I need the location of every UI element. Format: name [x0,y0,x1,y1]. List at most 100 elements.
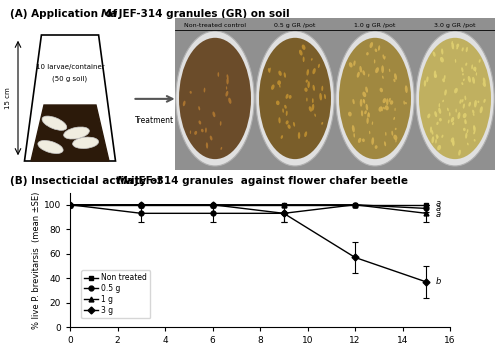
Text: (A) Application  of: (A) Application of [10,9,124,19]
Ellipse shape [302,44,306,50]
Ellipse shape [226,86,227,90]
Ellipse shape [312,104,314,111]
Ellipse shape [179,38,251,159]
Ellipse shape [348,112,352,117]
Ellipse shape [276,100,280,105]
Polygon shape [24,35,116,161]
Text: Non-treated control: Non-treated control [184,23,246,28]
Ellipse shape [382,54,384,59]
Ellipse shape [474,100,477,107]
Ellipse shape [432,51,436,57]
Ellipse shape [198,106,200,110]
Ellipse shape [372,137,374,145]
Ellipse shape [447,108,449,111]
Ellipse shape [384,56,386,60]
Ellipse shape [362,92,366,97]
Ellipse shape [405,85,407,93]
Ellipse shape [386,98,388,105]
Ellipse shape [259,38,331,159]
Ellipse shape [218,72,219,77]
Ellipse shape [473,66,476,71]
Ellipse shape [438,103,440,107]
Ellipse shape [389,69,390,72]
Ellipse shape [394,117,395,120]
Ellipse shape [304,131,307,137]
Text: 1.0 g GR /pot: 1.0 g GR /pot [354,23,396,28]
Ellipse shape [302,57,304,62]
Ellipse shape [358,138,362,143]
Ellipse shape [464,119,467,124]
Text: Ma: Ma [116,176,134,186]
Ellipse shape [320,93,322,100]
Ellipse shape [462,99,464,103]
Ellipse shape [353,61,356,66]
Text: JEF-314 granules (GR) on soil: JEF-314 granules (GR) on soil [115,9,290,19]
Ellipse shape [374,49,377,52]
Ellipse shape [308,81,310,88]
Ellipse shape [426,76,428,82]
Ellipse shape [360,99,362,107]
Ellipse shape [462,104,465,108]
Ellipse shape [311,58,312,61]
Ellipse shape [226,74,228,79]
Ellipse shape [306,69,309,76]
Ellipse shape [299,50,302,56]
Ellipse shape [204,88,206,92]
Text: b: b [436,278,441,286]
Ellipse shape [438,108,441,114]
Ellipse shape [228,98,232,104]
Ellipse shape [424,80,426,87]
Ellipse shape [361,110,363,117]
Ellipse shape [450,138,454,142]
Ellipse shape [482,82,486,87]
Ellipse shape [278,117,280,124]
Ellipse shape [405,102,407,104]
Ellipse shape [452,41,453,44]
Text: a: a [436,204,441,213]
Ellipse shape [226,91,228,97]
Ellipse shape [256,31,334,166]
Ellipse shape [210,135,212,140]
Ellipse shape [365,86,368,93]
Ellipse shape [372,121,373,125]
Ellipse shape [322,86,324,91]
Ellipse shape [460,99,462,104]
Ellipse shape [468,102,471,107]
Ellipse shape [394,108,396,111]
Ellipse shape [473,131,475,134]
Ellipse shape [451,117,454,122]
Ellipse shape [463,78,465,81]
Ellipse shape [394,135,398,140]
Ellipse shape [472,113,474,116]
Ellipse shape [366,104,368,110]
Ellipse shape [463,128,466,131]
Ellipse shape [176,31,254,166]
Ellipse shape [416,31,494,166]
Ellipse shape [194,131,197,135]
Ellipse shape [462,73,464,76]
Ellipse shape [444,75,446,80]
Ellipse shape [452,42,454,49]
Ellipse shape [382,76,384,79]
Ellipse shape [286,94,288,99]
Text: (50 g soil): (50 g soil) [52,75,88,82]
Ellipse shape [271,84,274,90]
Ellipse shape [463,113,466,118]
Ellipse shape [474,68,476,72]
Ellipse shape [473,125,476,130]
Ellipse shape [478,59,480,63]
Ellipse shape [362,70,365,75]
Ellipse shape [201,129,203,132]
Ellipse shape [455,59,456,63]
Ellipse shape [440,57,444,62]
Ellipse shape [452,140,454,145]
Ellipse shape [462,47,464,51]
Ellipse shape [478,100,480,103]
Ellipse shape [404,100,405,105]
Ellipse shape [381,107,383,111]
Ellipse shape [444,89,447,96]
Ellipse shape [38,140,63,154]
Ellipse shape [464,120,466,124]
Ellipse shape [381,65,384,73]
Ellipse shape [430,126,432,133]
